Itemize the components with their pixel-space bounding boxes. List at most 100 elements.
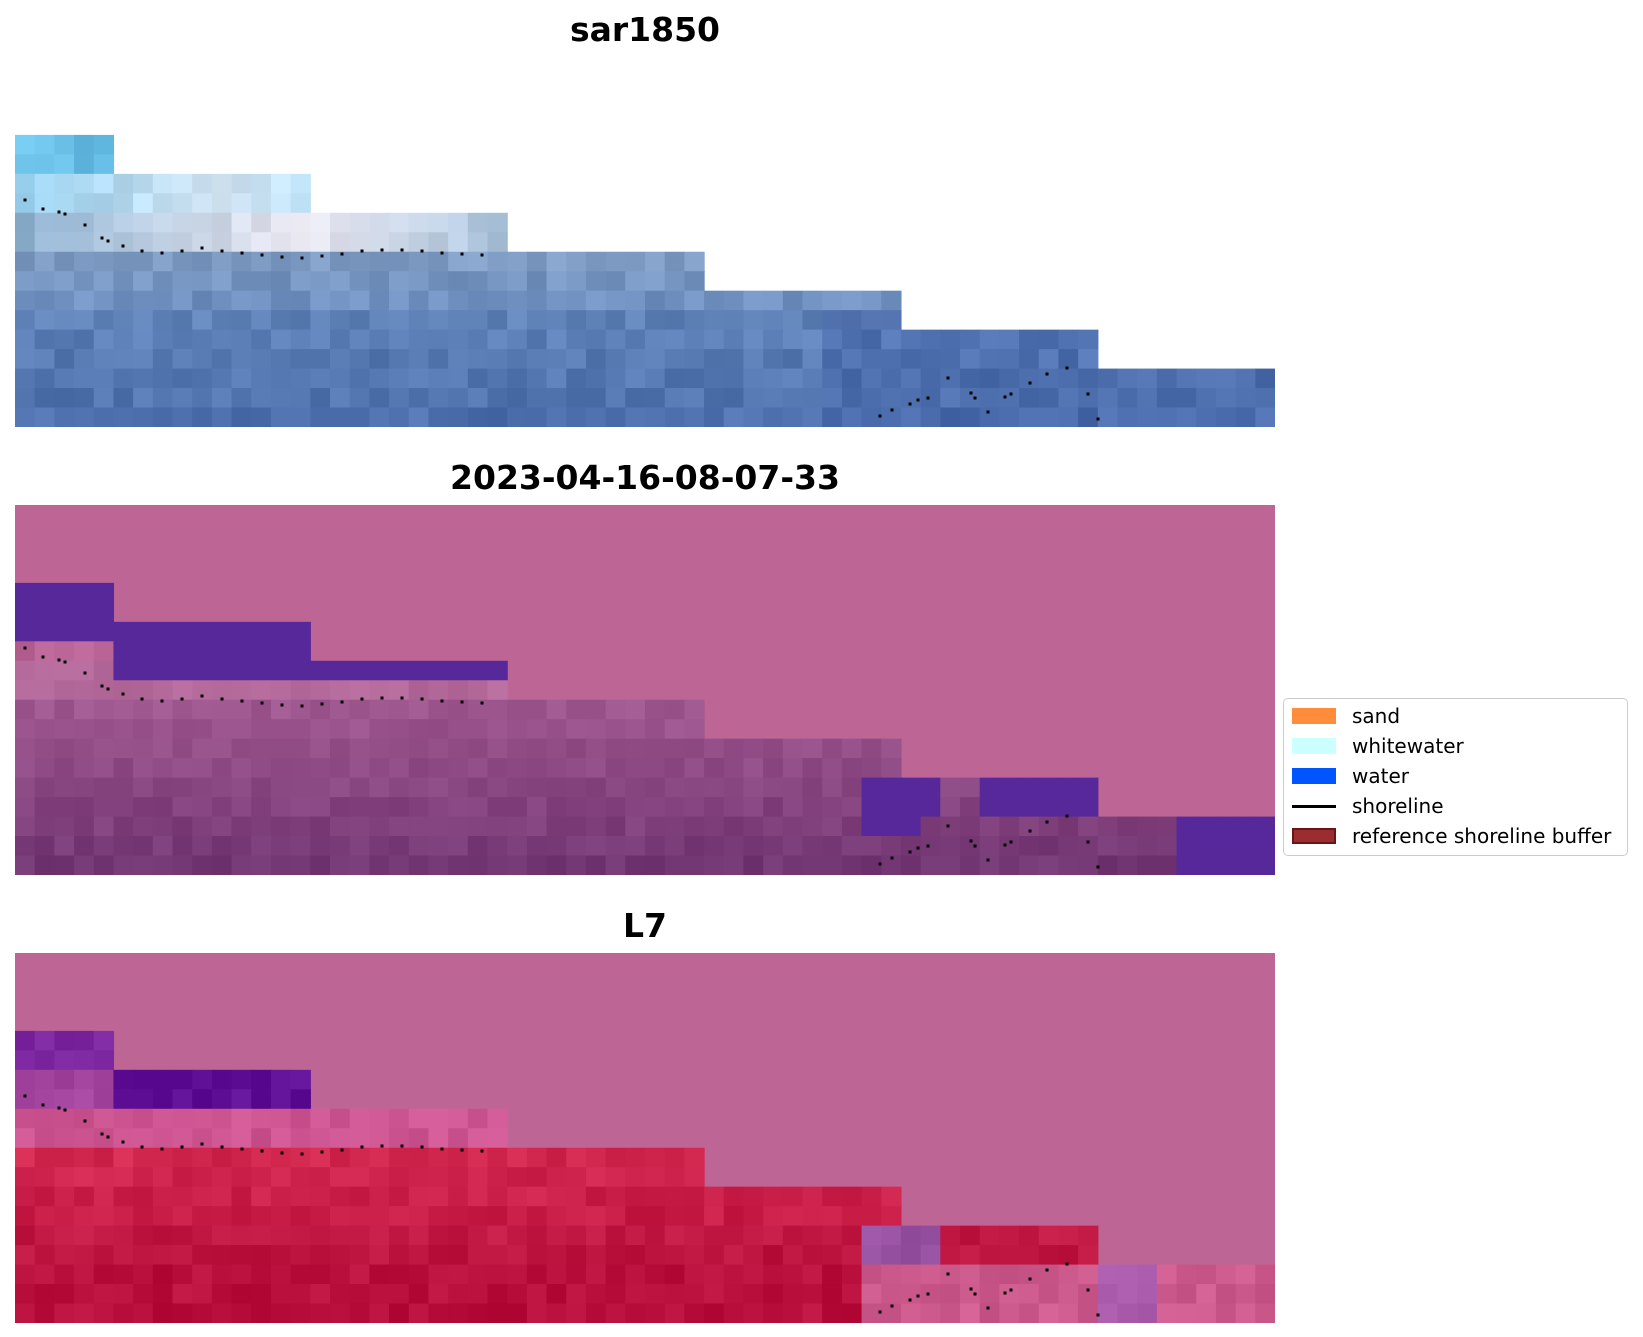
shoreline-point [1045, 1268, 1049, 1272]
shoreline-point [1003, 843, 1007, 847]
shoreline-point [1045, 372, 1049, 376]
shoreline-point [916, 846, 920, 850]
shoreline-point [63, 1108, 67, 1112]
shoreline-point [986, 1306, 990, 1310]
shoreline-point [460, 700, 464, 704]
shoreline-point [340, 700, 344, 704]
legend-item-water: water [1292, 763, 1409, 789]
shoreline-point [1086, 392, 1090, 396]
shoreline-point [140, 1145, 144, 1149]
shoreline-point [300, 704, 304, 708]
classified-shoreline [23, 646, 1100, 869]
shoreline-line-swatch [1292, 804, 1336, 808]
shoreline-point [400, 248, 404, 252]
shoreline-point [1009, 392, 1013, 396]
shoreline-point [380, 248, 384, 252]
shoreline-point [160, 1147, 164, 1151]
rgb-image [15, 134, 1275, 427]
shoreline-point [400, 1144, 404, 1148]
shoreline-point [200, 246, 204, 250]
legend-label-whitewater: whitewater [1352, 734, 1464, 758]
shoreline-point [360, 1145, 364, 1149]
shoreline-point [969, 391, 973, 395]
shoreline-point [41, 207, 45, 211]
shoreline-point [1028, 1277, 1032, 1281]
shoreline-point [973, 844, 977, 848]
classified-image [15, 505, 1275, 875]
shoreline-point [986, 858, 990, 862]
shoreline-point [140, 249, 144, 253]
shoreline-point [360, 249, 364, 253]
shoreline-point [320, 254, 324, 258]
shoreline-point [926, 1292, 930, 1296]
shoreline-point [340, 1148, 344, 1152]
classified-pixels [15, 582, 1275, 875]
shoreline-point [400, 696, 404, 700]
shoreline-point [973, 396, 977, 400]
legend-label-reference-buffer: reference shoreline buffer [1352, 824, 1612, 848]
shoreline-point [100, 1132, 104, 1136]
legend-item-sand: sand [1292, 703, 1400, 729]
shoreline-point [878, 1310, 882, 1314]
shoreline-point [1009, 840, 1013, 844]
shoreline-point [926, 844, 930, 848]
shoreline-point [380, 1144, 384, 1148]
shoreline-point [180, 1145, 184, 1149]
shoreline-point [300, 1152, 304, 1156]
reference-buffer-swatch [1292, 828, 1336, 844]
shoreline-point [41, 1103, 45, 1107]
panel-title-rgb: sar1850 [569, 10, 721, 49]
shoreline-point [260, 253, 264, 257]
shoreline-point [440, 1147, 444, 1151]
shoreline-point [100, 684, 104, 688]
shoreline-point [340, 252, 344, 256]
sand-swatch [1292, 708, 1336, 724]
shoreline-point [460, 1148, 464, 1152]
legend-item-shoreline: shoreline [1292, 793, 1444, 819]
shoreline-point [1028, 381, 1032, 385]
shoreline-point [240, 1147, 244, 1151]
shoreline-point [180, 697, 184, 701]
shoreline-point [1003, 1291, 1007, 1295]
shoreline-point [106, 1135, 110, 1139]
shoreline-point [220, 249, 224, 253]
shoreline-point [890, 856, 894, 860]
shoreline-point [300, 256, 304, 260]
shoreline-point [41, 655, 45, 659]
shoreline-point [240, 251, 244, 255]
shoreline-point [1065, 1262, 1069, 1266]
shoreline-point [220, 1145, 224, 1149]
shoreline-point [160, 699, 164, 703]
legend-item-reference-buffer: reference shoreline buffer [1292, 823, 1611, 849]
shoreline-point [908, 402, 912, 406]
shoreline-point [180, 249, 184, 253]
shoreline-point [280, 1151, 284, 1155]
shoreline-point [83, 1119, 87, 1123]
shoreline-point [140, 697, 144, 701]
shoreline-point [57, 210, 61, 214]
rgb-pixels [15, 134, 1275, 427]
shoreline-point [360, 697, 364, 701]
shoreline-point [440, 251, 444, 255]
legend: sand whitewater water shoreline referenc… [1283, 698, 1628, 856]
shoreline-point [1065, 366, 1069, 370]
shoreline-point [1028, 829, 1032, 833]
shoreline-point [1086, 840, 1090, 844]
shoreline-point [973, 1292, 977, 1296]
shoreline-point [320, 1150, 324, 1154]
shoreline-point [946, 1272, 950, 1276]
shoreline-point [916, 1294, 920, 1298]
shoreline-point [1003, 395, 1007, 399]
shoreline-point [946, 376, 950, 380]
legend-label-water: water [1352, 764, 1409, 788]
shoreline-point [200, 1142, 204, 1146]
legend-item-whitewater: whitewater [1292, 733, 1464, 759]
shoreline-point [23, 646, 27, 650]
shoreline-point [260, 701, 264, 705]
shoreline-point [240, 699, 244, 703]
shoreline-point [1096, 1313, 1100, 1317]
shoreline-point [916, 398, 920, 402]
shoreline-point [63, 660, 67, 664]
index-pixels [15, 1030, 1275, 1323]
shoreline-point [890, 408, 894, 412]
